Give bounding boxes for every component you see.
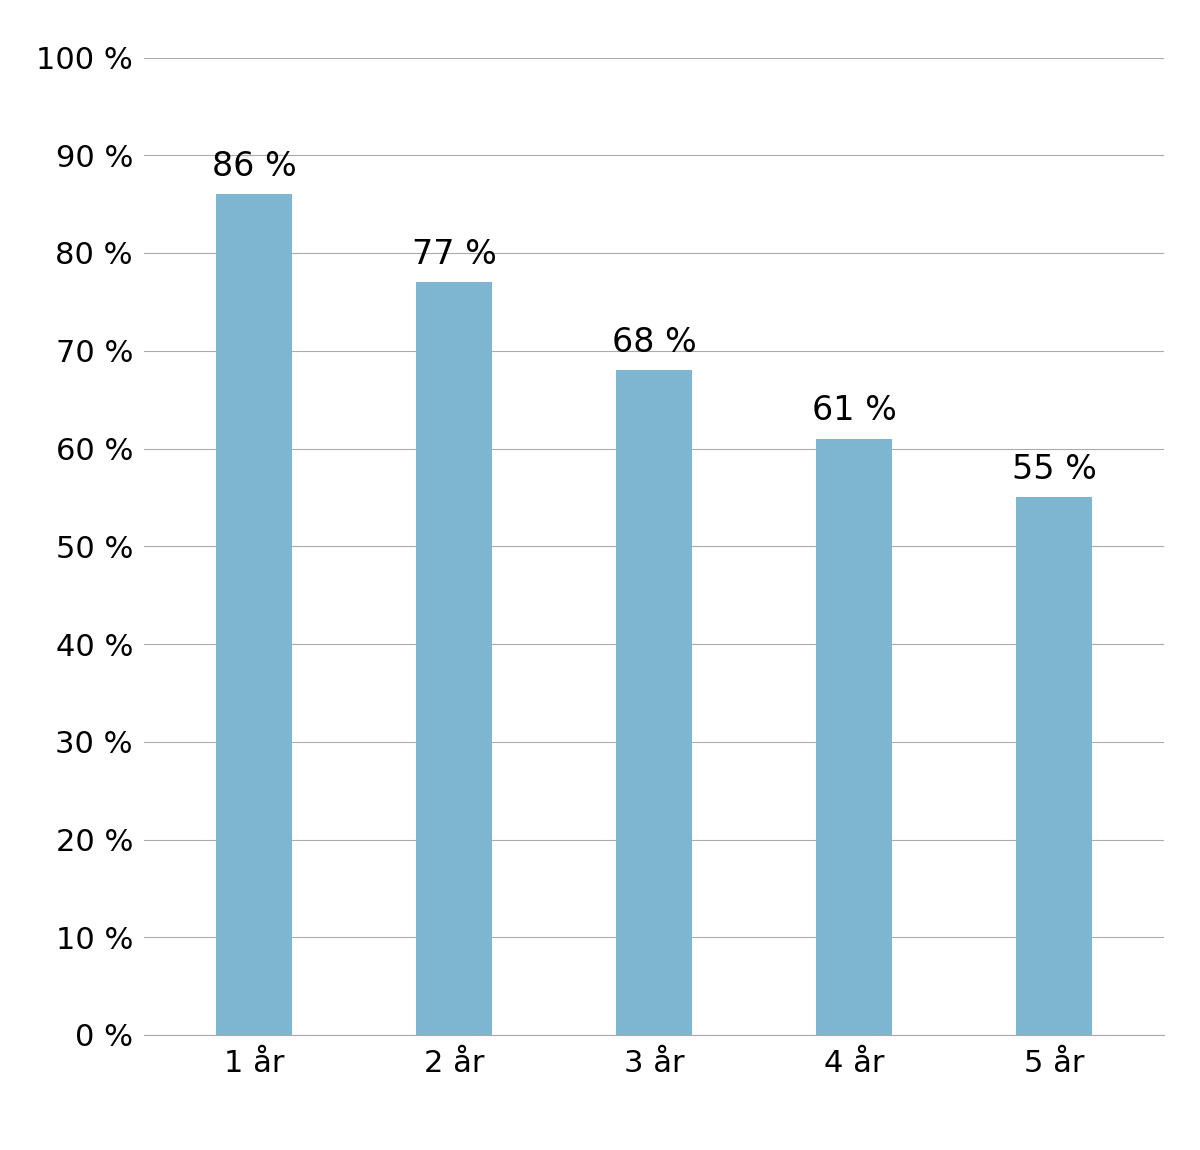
Text: 55 %: 55 % [1012, 453, 1097, 485]
Text: 77 %: 77 % [412, 238, 497, 270]
Bar [816, 438, 892, 1035]
Text: 61 %: 61 % [811, 394, 896, 427]
Bar [616, 370, 692, 1035]
Bar [216, 194, 292, 1035]
Text: 86 %: 86 % [211, 150, 296, 183]
Text: 68 %: 68 % [612, 325, 696, 359]
Bar [416, 282, 492, 1035]
Bar [1016, 497, 1092, 1035]
